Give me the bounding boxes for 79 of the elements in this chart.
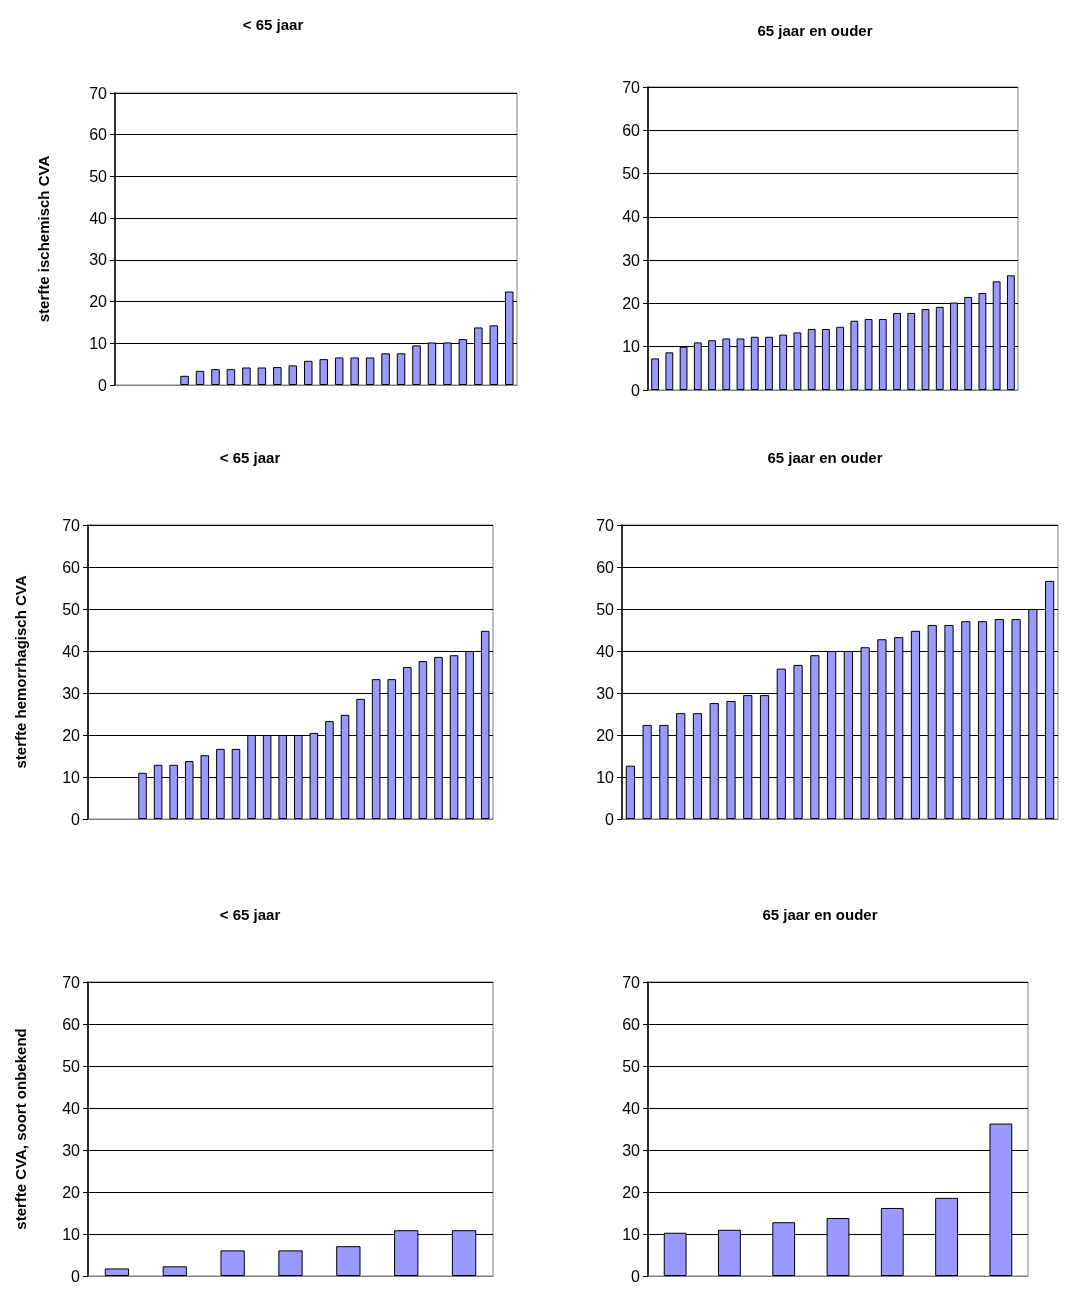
bar xyxy=(220,1250,245,1276)
y-tick-label: 60 xyxy=(62,558,81,576)
y-tick-label: 50 xyxy=(62,600,81,618)
bar xyxy=(180,375,189,385)
y-tick-label: 50 xyxy=(622,1057,641,1075)
y-tick-label: 60 xyxy=(89,126,108,144)
y-tick-label: 20 xyxy=(622,294,641,312)
y-axis-title: sterfte CVA, soort onbekend xyxy=(12,1028,29,1230)
y-tick-label: 20 xyxy=(62,726,81,744)
bar xyxy=(396,353,406,385)
y-tick-label: 30 xyxy=(62,684,81,702)
y-tick-label: 10 xyxy=(62,768,81,786)
y-tick-label: 20 xyxy=(622,1183,641,1201)
y-tick-label: 10 xyxy=(622,1225,641,1243)
y-tick-label: 0 xyxy=(631,1267,641,1285)
bar xyxy=(288,365,298,385)
bar xyxy=(278,1250,303,1276)
y-axis-title: sterfte hemorrhagisch CVA xyxy=(12,575,29,769)
bar xyxy=(211,369,220,385)
bar xyxy=(257,367,267,385)
bar xyxy=(273,367,282,385)
y-tick-label: 40 xyxy=(596,642,615,660)
y-tick-label: 10 xyxy=(596,768,615,786)
y-tick-label: 60 xyxy=(622,121,641,139)
y-tick-label: 20 xyxy=(89,293,108,311)
chart-title: < 65 jaar xyxy=(219,449,281,466)
bar xyxy=(104,1268,130,1276)
y-tick-label: 30 xyxy=(622,1141,641,1159)
y-tick-label: 10 xyxy=(62,1225,81,1243)
y-tick-label: 10 xyxy=(622,338,641,356)
bar xyxy=(304,360,313,385)
y-tick-label: 40 xyxy=(622,208,641,226)
bar xyxy=(365,357,375,385)
bar xyxy=(319,359,328,385)
chart-title: 65 jaar en ouder xyxy=(757,22,873,39)
y-tick-label: 30 xyxy=(622,251,641,269)
y-tick-label: 40 xyxy=(622,1099,641,1117)
y-tick-label: 0 xyxy=(71,810,81,828)
y-tick-label: 40 xyxy=(62,642,81,660)
bar xyxy=(651,358,660,390)
bar xyxy=(242,367,251,385)
y-tick-label: 70 xyxy=(89,84,108,102)
y-tick-label: 50 xyxy=(622,165,641,183)
y-tick-label: 20 xyxy=(596,726,615,744)
y-tick-label: 30 xyxy=(62,1141,81,1159)
chart-title: < 65 jaar xyxy=(219,906,281,923)
y-tick-label: 0 xyxy=(631,381,641,399)
bar xyxy=(350,357,359,385)
bar xyxy=(334,357,344,385)
chart-title: 65 jaar en ouder xyxy=(762,906,878,923)
y-tick-label: 0 xyxy=(98,376,108,394)
y-tick-label: 60 xyxy=(62,1015,81,1033)
bar xyxy=(381,353,390,385)
bar xyxy=(226,369,236,385)
y-tick-label: 50 xyxy=(62,1057,81,1075)
y-tick-label: 70 xyxy=(622,973,641,991)
y-tick-label: 50 xyxy=(596,600,615,618)
y-tick-label: 70 xyxy=(596,516,615,534)
y-tick-label: 0 xyxy=(605,810,615,828)
y-tick-label: 30 xyxy=(596,684,615,702)
y-tick-label: 40 xyxy=(89,209,108,227)
bar xyxy=(665,352,674,390)
y-tick-label: 50 xyxy=(89,167,108,185)
y-tick-label: 0 xyxy=(71,1267,81,1285)
y-tick-label: 70 xyxy=(62,973,81,991)
bar xyxy=(162,1266,187,1276)
y-tick-label: 30 xyxy=(89,251,108,269)
chart-title: < 65 jaar xyxy=(242,16,304,33)
y-tick-label: 60 xyxy=(622,1015,641,1033)
y-tick-label: 20 xyxy=(62,1183,81,1201)
y-tick-label: 60 xyxy=(596,558,615,576)
chart-title: 65 jaar en ouder xyxy=(767,449,883,466)
y-tick-label: 70 xyxy=(622,78,641,96)
bar xyxy=(195,370,205,385)
y-axis-title: sterfte ischemisch CVA xyxy=(35,155,52,323)
y-tick-label: 70 xyxy=(62,516,81,534)
y-tick-label: 40 xyxy=(62,1099,81,1117)
bar xyxy=(336,1246,361,1276)
y-tick-label: 10 xyxy=(89,334,108,352)
